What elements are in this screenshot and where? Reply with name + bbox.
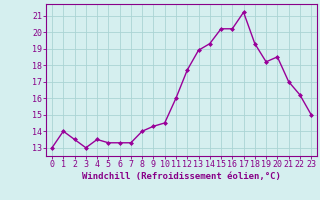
X-axis label: Windchill (Refroidissement éolien,°C): Windchill (Refroidissement éolien,°C): [82, 172, 281, 181]
